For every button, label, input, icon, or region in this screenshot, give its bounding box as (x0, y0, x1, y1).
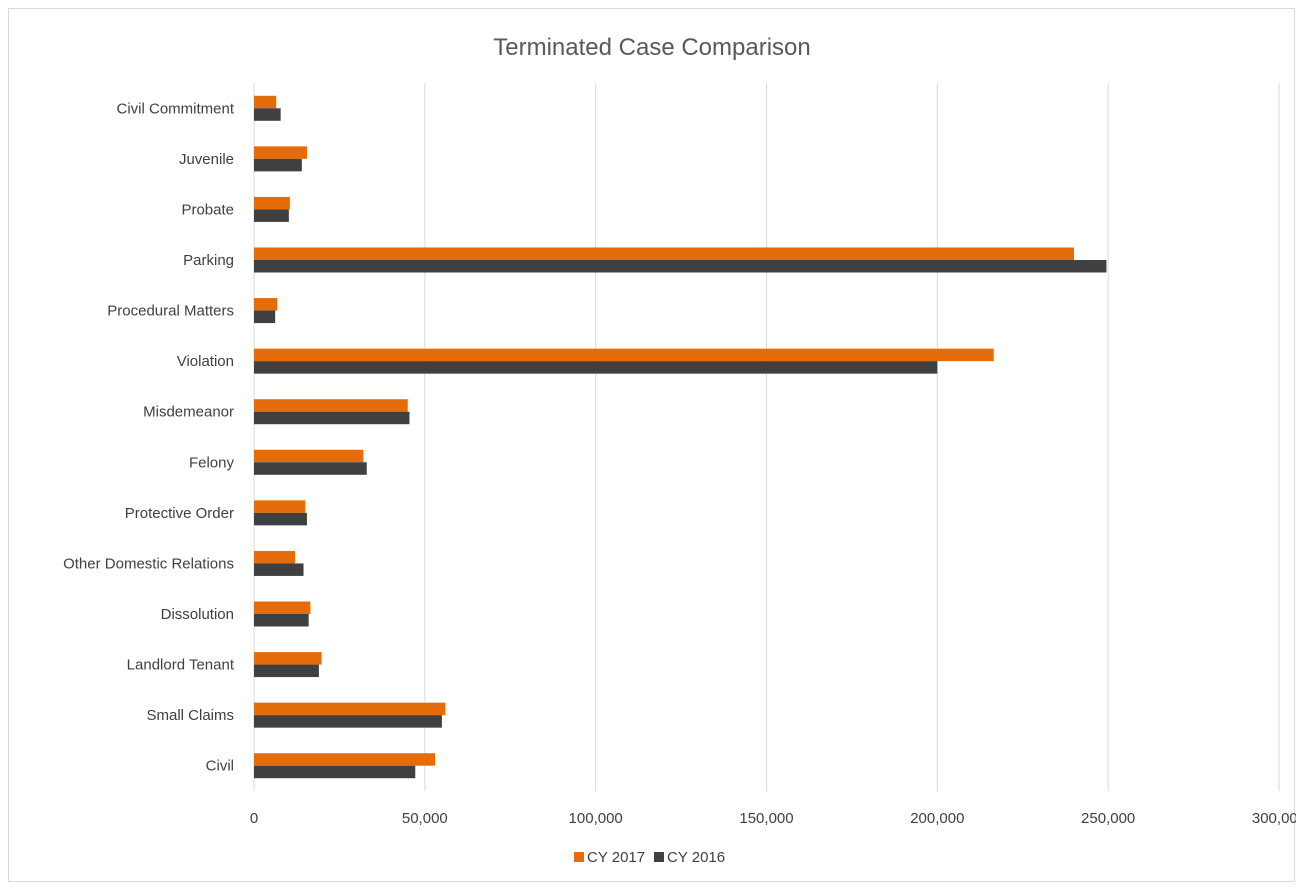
bar (254, 563, 304, 576)
bar (254, 462, 367, 475)
category-label: Felony (189, 454, 235, 471)
bar-chart: Terminated Case Comparison Civil Commitm… (63, 34, 1296, 866)
category-label: Violation (177, 353, 234, 370)
bars (254, 95, 1107, 779)
x-tick-label: 50,000 (402, 810, 448, 827)
chart-title: Terminated Case Comparison (493, 34, 810, 61)
bar (254, 614, 309, 627)
x-tick-label: 0 (250, 810, 258, 827)
category-label: Civil (206, 758, 234, 775)
legend-label: CY 2016 (667, 849, 725, 866)
bar (254, 260, 1107, 273)
bar (254, 500, 306, 513)
category-label: Protective Order (125, 505, 234, 522)
bar (254, 310, 276, 324)
bar (254, 512, 307, 526)
bar (254, 196, 290, 210)
bar (254, 765, 416, 779)
legend-label: CY 2017 (587, 849, 645, 866)
category-label: Civil Commitment (116, 100, 234, 117)
bar (254, 601, 311, 614)
category-labels: Civil Commitment Juvenile Probate Parking Pr… (63, 100, 235, 774)
x-tick-label: 100,000 (569, 810, 623, 827)
category-label: Landlord Tenant (127, 657, 235, 674)
chart-frame: Terminated Case Comparison Civil Commitm… (8, 8, 1296, 882)
bar (254, 361, 938, 374)
category-label: Small Claims (146, 707, 234, 724)
bar (254, 298, 278, 311)
bar (254, 146, 307, 159)
bar (254, 652, 322, 665)
bar (254, 348, 994, 362)
category-label: Misdemeanor (143, 404, 234, 421)
x-tick-label: 250,000 (1081, 810, 1135, 827)
category-label: Probate (181, 201, 234, 218)
bar (254, 399, 408, 412)
legend: CY 2017 CY 2016 (574, 849, 725, 866)
x-tick-label: 200,000 (910, 810, 964, 827)
bar (254, 108, 281, 121)
bar (254, 753, 436, 766)
x-tick-label: 300,000 (1252, 810, 1296, 827)
bar (254, 247, 1074, 260)
category-label: Other Domestic Relations (63, 555, 234, 572)
bar (254, 702, 446, 716)
bar (254, 411, 410, 425)
bar (254, 715, 442, 728)
bar (254, 449, 364, 463)
category-label: Juvenile (179, 151, 234, 168)
bar (254, 664, 319, 678)
category-label: Parking (183, 252, 234, 269)
gridlines (253, 83, 1280, 791)
legend-swatch (574, 852, 584, 862)
bar (254, 550, 295, 564)
x-tick-label: 150,000 (739, 810, 793, 827)
bar (254, 158, 302, 172)
bar (254, 95, 277, 109)
bar (254, 209, 289, 222)
category-label: Dissolution (161, 606, 234, 623)
x-tick-labels: 0 50,000 100,000 150,000 200,000 250,000 300,0… (250, 810, 1296, 827)
category-label: Procedural Matters (107, 303, 234, 320)
legend-swatch (654, 852, 664, 862)
